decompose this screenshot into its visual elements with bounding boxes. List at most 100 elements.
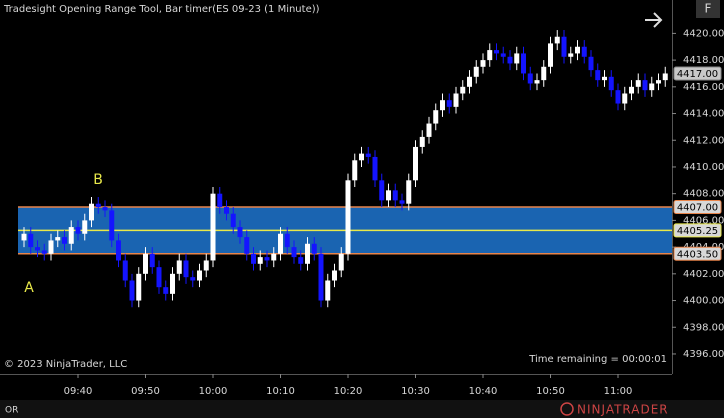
candle-body — [197, 270, 202, 281]
candle-body — [257, 257, 263, 264]
candle-body — [487, 50, 493, 61]
candle-body — [399, 200, 405, 204]
candle-body — [419, 136, 425, 147]
candle-body — [460, 86, 466, 94]
chart-title: Tradesight Opening Range Tool, Bar timer… — [3, 4, 320, 15]
candle-body — [284, 233, 290, 248]
candle-body — [345, 180, 351, 254]
candle-body — [500, 53, 506, 57]
y-tick-label: 4418.00 — [683, 55, 724, 66]
candle-body — [588, 56, 594, 71]
x-tick-label: 09:40 — [64, 386, 93, 397]
candle-body — [251, 253, 256, 264]
candle-body — [318, 253, 324, 301]
candle-body — [473, 66, 479, 77]
candle-body — [82, 220, 88, 234]
candle-body — [136, 273, 142, 301]
candle-body — [352, 160, 358, 181]
candle-body — [163, 287, 169, 294]
candle-body — [129, 280, 135, 301]
candle-body — [602, 76, 607, 81]
candle-body — [629, 86, 634, 94]
candle-body — [662, 73, 668, 81]
timer: Time remaining = 00:00:01 — [528, 354, 667, 365]
candle-body — [170, 273, 175, 294]
y-tick-label: 4414.00 — [683, 109, 724, 120]
candle-body — [406, 180, 412, 204]
candle-body — [21, 233, 27, 241]
candle-body — [440, 100, 445, 111]
candle-body — [649, 83, 655, 91]
candle-body — [35, 247, 40, 251]
candle-body — [521, 53, 526, 74]
candle-body — [149, 253, 155, 268]
candle-body — [62, 237, 67, 244]
y-tick-label: 4410.00 — [683, 162, 724, 173]
candle-body — [217, 193, 223, 208]
y-tick-label: 4402.00 — [683, 269, 724, 280]
candle-body — [365, 153, 371, 157]
candle-body — [41, 250, 47, 254]
candle-body — [527, 73, 533, 84]
candle-body — [156, 267, 162, 288]
range-mid-label: 4405.25 — [677, 226, 718, 237]
logo: NINJATRADER — [577, 403, 669, 417]
y-tick-label: 4400.00 — [683, 296, 724, 307]
y-tick-label: 4416.00 — [683, 82, 724, 93]
candle-body — [116, 240, 121, 261]
candle-body — [561, 36, 567, 57]
candle-body — [446, 100, 452, 107]
candle-body — [575, 46, 580, 54]
range-low-label-box — [673, 246, 722, 261]
bottom-bar — [0, 400, 724, 418]
x-tick-label: 10:20 — [334, 386, 363, 397]
candle-body — [534, 80, 540, 84]
x-tick-label: 10:50 — [536, 386, 565, 397]
candle-body — [278, 233, 283, 254]
arrow-icon[interactable] — [645, 12, 663, 28]
candle-body — [386, 190, 391, 201]
candle-body — [298, 257, 304, 264]
candle-body — [581, 46, 587, 57]
candle-body — [568, 53, 574, 57]
candle-body — [608, 76, 614, 91]
x-tick-label: 09:50 — [131, 386, 160, 397]
candle-body — [264, 257, 270, 261]
candle-body — [548, 43, 553, 67]
candle-body — [210, 193, 216, 261]
candle-body — [622, 93, 628, 104]
y-tick-label: 4396.00 — [683, 349, 724, 360]
tab-label[interactable]: OR — [5, 406, 18, 416]
button[interactable]: F — [705, 2, 712, 16]
candle-body — [325, 280, 331, 301]
candle-body — [392, 190, 398, 201]
candle-body — [507, 56, 513, 64]
candle-body — [311, 243, 317, 254]
candle-body — [615, 90, 621, 104]
candle-body — [95, 203, 101, 208]
candle-body — [55, 237, 61, 241]
candle-body — [109, 210, 115, 241]
candle-body — [642, 80, 648, 91]
x-tick-label: 10:30 — [401, 386, 430, 397]
candle-body — [244, 237, 250, 254]
candle-body — [89, 203, 94, 221]
candle-body — [595, 70, 601, 81]
range-mid-label-box — [673, 223, 722, 238]
candle-body — [291, 247, 297, 258]
x-tick-label: 10:00 — [199, 386, 228, 397]
candle-body — [656, 80, 661, 84]
candle-body — [359, 153, 364, 161]
candle-body — [332, 270, 337, 281]
candle-body — [183, 260, 189, 278]
candle-body — [237, 227, 243, 238]
annotation: B — [93, 172, 103, 188]
candle-body — [75, 227, 81, 234]
candle-body — [338, 253, 344, 271]
x-tick-label: 10:10 — [266, 386, 295, 397]
candle-body — [453, 93, 459, 107]
candle-body — [230, 213, 236, 228]
candle-body — [413, 146, 418, 181]
button-bg[interactable] — [696, 0, 720, 18]
